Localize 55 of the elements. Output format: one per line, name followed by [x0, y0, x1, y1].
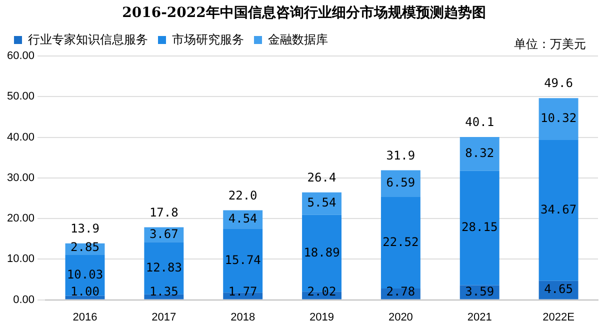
legend-label: 金融数据库 [268, 32, 328, 46]
total-label: 22.0 [228, 188, 258, 202]
data-label: 8.32 [465, 146, 494, 160]
bar [65, 296, 105, 300]
bar [380, 170, 420, 197]
bar [538, 98, 578, 140]
total-label: 26.4 [307, 170, 336, 184]
y-tick-label: 40.00 [6, 131, 35, 144]
data-label: 18.89 [304, 245, 340, 260]
data-label: 10.03 [66, 267, 104, 282]
data-label: 1.00 [70, 284, 100, 298]
x-tick-label: 2021 [467, 311, 492, 324]
total-label: 40.1 [465, 115, 494, 130]
y-tick-label: 60.00 [6, 50, 35, 62]
y-tick-label: 0.00 [13, 294, 35, 306]
data-label: 4.54 [228, 212, 258, 226]
x-tick-label: 2019 [310, 311, 334, 324]
bar [460, 137, 500, 171]
data-label: 6.59 [386, 176, 416, 190]
y-tick-label: 20.00 [6, 212, 35, 225]
data-label: 5.54 [307, 196, 336, 210]
data-label: 3.67 [149, 226, 178, 241]
legend-label: 行业专家知识信息服务 [28, 32, 148, 46]
x-tick-label: 2022E [542, 311, 574, 324]
x-tick-label: 2016 [72, 311, 98, 324]
x-tick-label: 2020 [388, 311, 413, 324]
data-label: 12.83 [146, 260, 182, 274]
data-label: 2.78 [386, 284, 416, 298]
x-tick-label: 2017 [152, 311, 176, 324]
y-tick-label: 50.00 [6, 90, 35, 103]
chart-title: 2016-2022年中国信息咨询行业细分市场规模预测趋势图 [121, 4, 487, 23]
y-tick-label: 10.00 [6, 253, 35, 266]
bar [144, 242, 184, 294]
text: 单位：万美元 [514, 36, 586, 53]
total-label: 49.6 [544, 76, 573, 90]
total-label: 13.9 [70, 222, 100, 236]
data-label: 3.59 [465, 284, 494, 298]
legend-label: 市场研究服务 [172, 32, 244, 46]
total-label: 17.8 [149, 205, 178, 220]
total-label: 31.9 [386, 148, 416, 162]
y-tick-label: 30.00 [6, 172, 35, 184]
data-label: 1.35 [149, 284, 178, 298]
data-label: 2.02 [307, 284, 336, 298]
data-label: 15.74 [224, 252, 261, 267]
x-tick-label: 2018 [230, 311, 256, 324]
bar [460, 170, 500, 286]
data-label: 2.85 [70, 240, 100, 254]
data-label: 10.32 [540, 111, 577, 126]
data-label: 28.15 [462, 220, 498, 234]
data-label: 4.65 [544, 282, 573, 296]
bar [144, 294, 184, 300]
bar [538, 140, 578, 281]
data-label: 22.52 [382, 234, 419, 249]
data-label: 1.77 [228, 284, 258, 298]
data-label: 34.67 [540, 202, 577, 217]
